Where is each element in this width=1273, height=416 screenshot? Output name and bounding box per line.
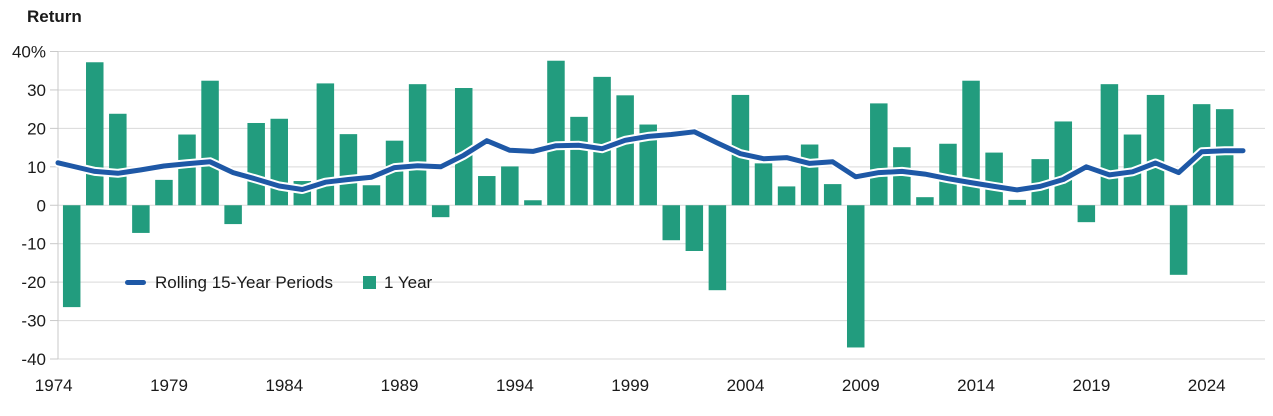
x-tick-label-1994: 1994 — [496, 376, 534, 395]
bar-1987 — [362, 185, 381, 206]
y-tick-label--10: -10 — [21, 235, 46, 254]
x-tick-label-2024: 2024 — [1188, 376, 1226, 395]
bar-2002 — [708, 205, 727, 291]
legend-label-1-year: 1 Year — [383, 272, 433, 292]
y-tick-label-10: 10 — [27, 158, 46, 177]
x-tick-label-2009: 2009 — [842, 376, 880, 395]
bar-2024 — [1215, 109, 1234, 206]
bar-1981 — [224, 205, 242, 225]
y-tick-label-30: 30 — [27, 81, 46, 100]
bar-1986 — [339, 134, 358, 206]
one-year-bar-swatch-icon — [362, 276, 376, 289]
bar-1997 — [593, 76, 611, 206]
x-tick-label-2019: 2019 — [1072, 376, 1110, 395]
bar-2000 — [662, 205, 681, 241]
x-tick-label-1989: 1989 — [381, 376, 419, 395]
legend-label-rolling-15-year: Rolling 15-Year Periods — [155, 272, 333, 292]
bar-1974 — [62, 205, 81, 308]
y-tick-label--20: -20 — [21, 273, 46, 292]
bar-1996 — [570, 116, 588, 206]
x-tick-label-2014: 2014 — [957, 376, 995, 395]
bar-1995 — [547, 60, 565, 206]
bar-1977 — [132, 205, 150, 233]
bar-1999 — [639, 124, 657, 206]
bar-2001 — [685, 205, 704, 251]
bar-2017 — [1054, 121, 1073, 206]
bar-1982 — [247, 122, 265, 206]
bar-1985 — [316, 83, 335, 206]
y-tick-label-40: 40% — [12, 43, 46, 62]
bar-1979 — [178, 134, 196, 206]
chart-legend: Rolling 15-Year Periods 1 Year — [125, 273, 432, 292]
bar-1975 — [86, 62, 104, 206]
bar-2006 — [800, 144, 819, 206]
bar-1978 — [155, 179, 173, 206]
bar-2008 — [846, 205, 865, 348]
rolling-line-swatch-icon — [125, 280, 146, 285]
bar-1993 — [501, 166, 519, 206]
bar-2005 — [777, 186, 796, 206]
x-tick-label-1984: 1984 — [265, 376, 303, 395]
bar-1994 — [524, 200, 542, 206]
bar-1980 — [201, 80, 219, 206]
bar-1976 — [109, 113, 127, 206]
x-tick-label-1979: 1979 — [150, 376, 188, 395]
bar-1998 — [616, 95, 634, 206]
bar-2015 — [1008, 199, 1026, 206]
chart-title: Return — [27, 7, 82, 26]
y-tick-label--30: -30 — [21, 312, 46, 331]
bar-2011 — [916, 197, 934, 206]
x-tick-label-1974: 1974 — [35, 376, 73, 395]
rolling-15-year-line — [55, 129, 1246, 193]
bar-2013 — [962, 80, 980, 206]
y-tick-label-0: 0 — [37, 196, 46, 215]
bar-1991 — [454, 88, 473, 206]
bar-1992 — [478, 176, 496, 206]
bar-2022 — [1169, 205, 1188, 275]
bar-2007 — [823, 184, 842, 206]
bar-1988 — [385, 140, 404, 206]
bar-2014 — [985, 152, 1003, 206]
y-tick-label--40: -40 — [21, 350, 46, 369]
y-tick-label-20: 20 — [27, 119, 46, 138]
bar-1983 — [270, 118, 288, 206]
bar-2021 — [1146, 94, 1165, 206]
bar-1990 — [431, 205, 450, 218]
bar-2019 — [1100, 84, 1119, 206]
bar-2004 — [754, 163, 773, 206]
bar-2009 — [870, 103, 888, 206]
x-tick-label-1999: 1999 — [611, 376, 649, 395]
bar-2010 — [893, 147, 911, 206]
bar-2018 — [1077, 205, 1096, 223]
x-tick-label-2004: 2004 — [727, 376, 765, 395]
bar-1989 — [408, 84, 427, 206]
